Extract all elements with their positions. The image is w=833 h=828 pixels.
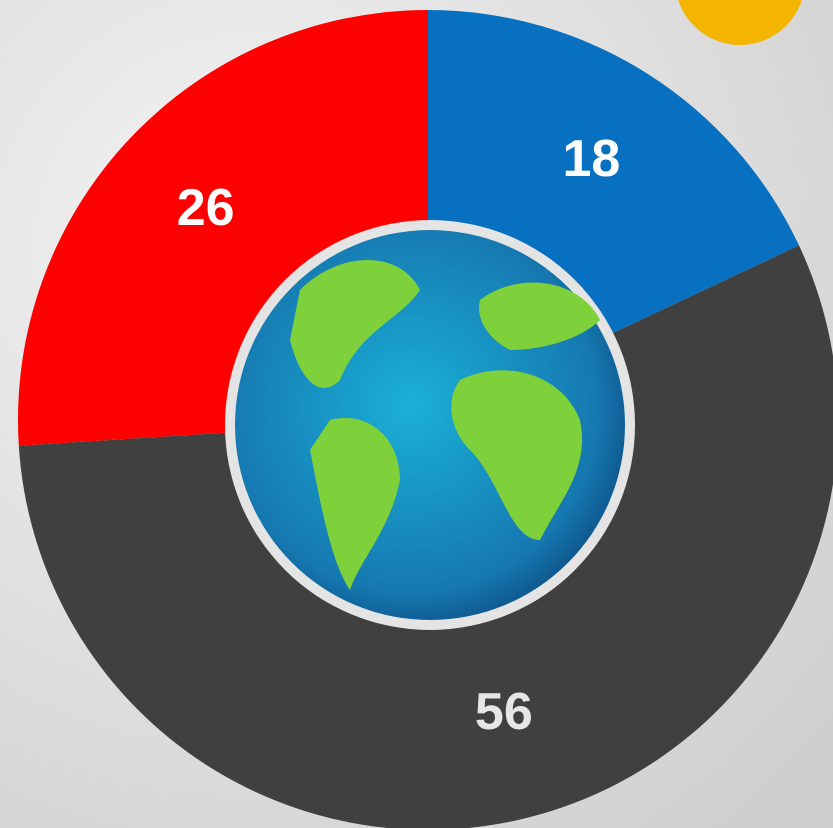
data-label: 18 xyxy=(563,130,621,188)
chart: 18 56 26 xyxy=(0,0,833,828)
data-label: 26 xyxy=(177,179,235,237)
globe xyxy=(225,220,635,630)
data-label: 56 xyxy=(475,683,533,741)
page: 185626 (() => { const data = JSON.parse(… xyxy=(0,0,833,828)
